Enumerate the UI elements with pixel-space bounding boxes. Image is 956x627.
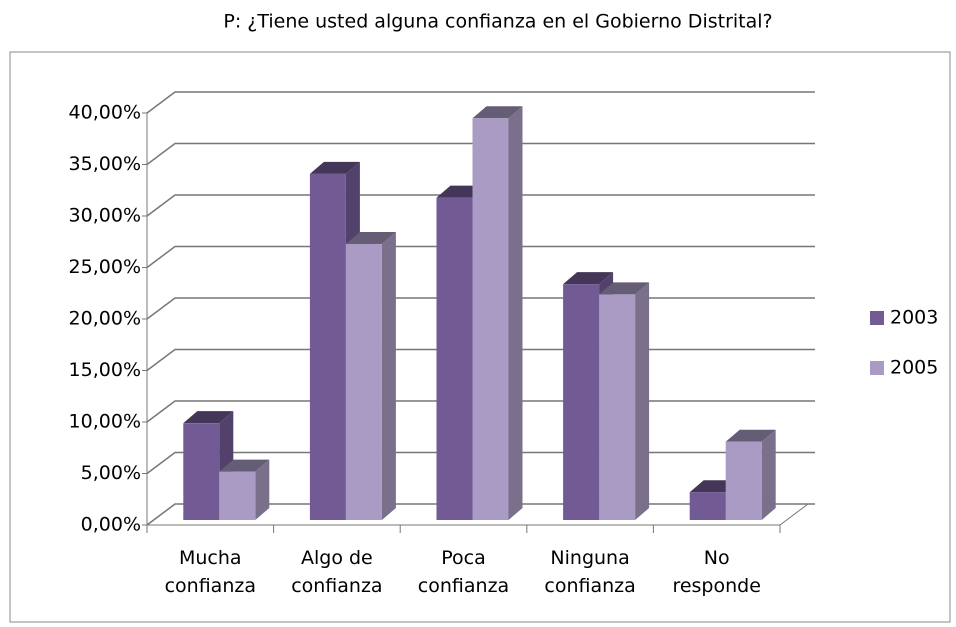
y-tick-label: 25,00%	[69, 256, 141, 278]
bar-side	[635, 282, 650, 520]
legend-label: 2003	[890, 307, 938, 329]
bar	[183, 423, 220, 520]
chart-frame	[9, 51, 951, 623]
bar-top	[309, 161, 360, 174]
grid-line	[146, 194, 815, 217]
x-tick-label: Poca confianza	[417, 547, 510, 597]
bar-side	[255, 459, 270, 520]
bar	[599, 294, 636, 520]
bar	[309, 173, 346, 521]
bar	[219, 471, 256, 520]
x-tick-label: Mucha confianza	[164, 547, 256, 597]
bar	[436, 197, 473, 521]
y-tick-label: 0,00%	[81, 514, 141, 536]
bar-top	[599, 282, 650, 295]
bar	[345, 243, 382, 520]
bar-top	[345, 231, 396, 244]
grid-line	[146, 91, 815, 114]
bar	[725, 441, 762, 520]
y-tick-label: 5,00%	[81, 462, 141, 484]
bar-top	[472, 106, 523, 119]
bar-side	[508, 106, 523, 521]
x-tick-label: Ninguna confianza	[544, 547, 636, 597]
bar-top	[183, 411, 234, 424]
bar-top	[219, 459, 270, 472]
y-tick-label: 40,00%	[69, 102, 141, 124]
y-tick-label: 30,00%	[69, 205, 141, 227]
x-tick-label: Algo de confianza	[291, 547, 383, 597]
chart-title: P: ¿Tiene usted alguna confianza en el G…	[223, 11, 772, 33]
bar-side	[761, 429, 776, 520]
y-tick-label: 20,00%	[69, 308, 141, 330]
y-tick-label: 15,00%	[69, 359, 141, 381]
bar	[472, 118, 509, 521]
bar-top	[563, 272, 614, 285]
x-tick-label: No responde	[672, 547, 761, 597]
bar	[689, 492, 726, 520]
legend-swatch	[870, 361, 884, 375]
y-tick-label: 10,00%	[69, 411, 141, 433]
legend-label: 2005	[890, 357, 938, 379]
bar-top	[725, 429, 776, 442]
grid-line	[146, 142, 815, 166]
legend-swatch	[870, 311, 884, 325]
bar	[563, 284, 600, 520]
bar-side	[381, 231, 396, 520]
y-tick-label: 35,00%	[69, 153, 141, 175]
grid-line	[146, 245, 815, 269]
